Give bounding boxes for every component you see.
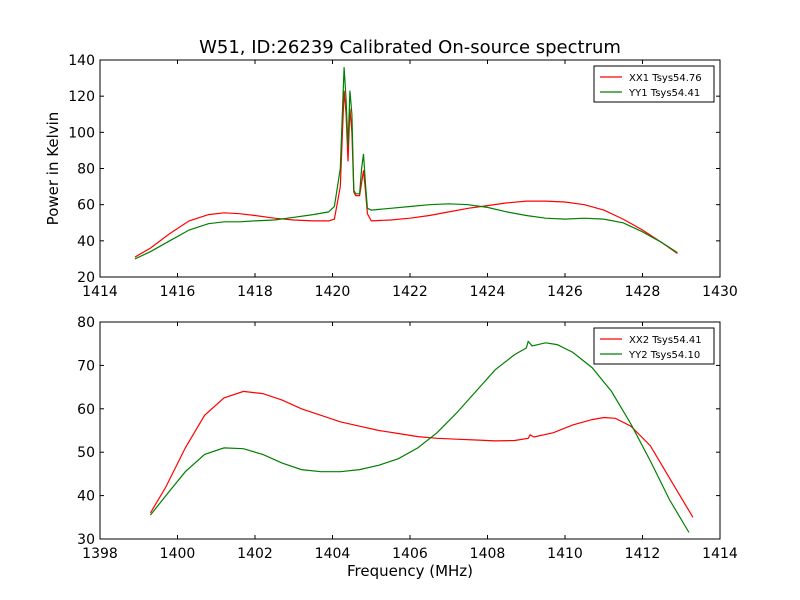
x-tick-label: 1422 — [392, 284, 428, 300]
x-tick-label: 1418 — [237, 284, 273, 300]
legend-box — [593, 65, 715, 103]
y-tick-label: 80 — [77, 315, 95, 331]
x-tick-label: 1406 — [392, 546, 428, 562]
legend-label: YY1 Tsys54.41 — [628, 88, 700, 99]
series-line-yy — [134, 67, 678, 260]
legend-label: XX2 Tsys54.41 — [629, 335, 702, 346]
bottom-plot: 1398 1400 1402 1404 1406 1408 1410 1412 1414 30 40… — [77, 315, 738, 580]
x-tick-label: 1410 — [547, 546, 583, 562]
y-tick-label: 120 — [68, 89, 95, 105]
y-axis-label: Power in Kelvin — [44, 112, 62, 226]
x-tick-label: 1420 — [315, 284, 351, 300]
y-tick-label: 80 — [77, 162, 95, 178]
top-plot: 1414 1416 1418 1420 1422 1424 1426 1428 1430 20 40… — [44, 53, 738, 300]
series-line-xx — [149, 390, 694, 518]
chart-title: W51, ID:26239 Calibrated On-source spect… — [199, 37, 621, 58]
y-tick-label: 100 — [68, 125, 95, 141]
series-line-xx — [134, 90, 678, 258]
y-tick-label: 40 — [77, 234, 95, 250]
x-axis-label: Frequency (MHz) — [347, 562, 473, 580]
x-tick-label: 1414 — [702, 546, 738, 562]
x-tick-label: 1414 — [82, 284, 118, 300]
x-tick-label: 1404 — [315, 546, 351, 562]
x-tick-label: 1428 — [625, 284, 661, 300]
legend-box — [593, 327, 715, 365]
y-tick-label: 70 — [77, 358, 95, 374]
y-tick-label: 30 — [77, 532, 95, 548]
x-tick-label: 1412 — [625, 546, 661, 562]
y-tick-label: 50 — [77, 445, 95, 461]
x-tick-label: 1408 — [470, 546, 506, 562]
x-tick-label: 1430 — [702, 284, 738, 300]
x-tick-label: 1424 — [470, 284, 506, 300]
series-line-yy — [149, 340, 690, 533]
x-tick-label: 1398 — [82, 546, 118, 562]
x-tick-label: 1400 — [160, 546, 196, 562]
y-tick-label: 20 — [77, 270, 95, 286]
x-tick-label: 1426 — [547, 284, 583, 300]
y-tick-label: 60 — [77, 402, 95, 418]
legend: XX2 Tsys54.41 YY2 Tsys54.10 — [593, 327, 715, 365]
y-tick-label: 140 — [68, 53, 95, 69]
x-tick-label: 1416 — [160, 284, 196, 300]
legend-label: YY2 Tsys54.10 — [628, 350, 700, 361]
x-tick-label: 1402 — [237, 546, 273, 562]
legend-label: XX1 Tsys54.76 — [629, 73, 702, 84]
y-tick-label: 60 — [77, 198, 95, 214]
legend: XX1 Tsys54.76 YY1 Tsys54.41 — [593, 65, 715, 103]
y-tick-label: 40 — [77, 489, 95, 505]
